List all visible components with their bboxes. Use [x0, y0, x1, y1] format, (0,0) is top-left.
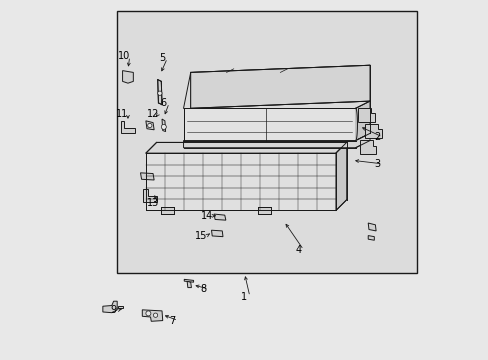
Polygon shape: [145, 121, 154, 130]
Text: 11: 11: [116, 109, 128, 119]
Polygon shape: [367, 235, 373, 240]
Circle shape: [147, 123, 152, 128]
Text: 9: 9: [110, 305, 117, 315]
Polygon shape: [142, 310, 163, 321]
Polygon shape: [211, 230, 223, 237]
Polygon shape: [122, 71, 133, 83]
Text: 1: 1: [241, 292, 247, 302]
Polygon shape: [183, 134, 369, 148]
Polygon shape: [365, 124, 381, 138]
Text: 4: 4: [295, 245, 301, 255]
Text: 8: 8: [200, 284, 206, 294]
Text: 7: 7: [169, 316, 176, 325]
Polygon shape: [158, 80, 162, 105]
Polygon shape: [184, 279, 193, 282]
Polygon shape: [359, 140, 376, 154]
Text: 10: 10: [118, 51, 130, 61]
Polygon shape: [214, 214, 225, 220]
Polygon shape: [355, 108, 357, 140]
Circle shape: [158, 91, 162, 95]
Circle shape: [145, 311, 151, 316]
Polygon shape: [187, 281, 191, 288]
Polygon shape: [118, 306, 122, 308]
Polygon shape: [145, 142, 346, 153]
Text: 3: 3: [373, 159, 380, 169]
Polygon shape: [145, 153, 335, 211]
Text: 6: 6: [161, 98, 166, 108]
Polygon shape: [357, 108, 374, 122]
Circle shape: [161, 125, 166, 130]
Polygon shape: [102, 301, 117, 313]
Text: 14: 14: [200, 211, 213, 221]
Polygon shape: [190, 65, 369, 108]
Circle shape: [153, 313, 158, 318]
Polygon shape: [190, 65, 369, 108]
Polygon shape: [161, 207, 174, 214]
Text: 12: 12: [146, 109, 159, 119]
Polygon shape: [367, 223, 375, 231]
Polygon shape: [162, 119, 165, 132]
Text: 15: 15: [195, 231, 207, 240]
Polygon shape: [140, 173, 154, 180]
Polygon shape: [143, 189, 156, 202]
Text: 2: 2: [373, 132, 380, 142]
Polygon shape: [355, 101, 369, 140]
Polygon shape: [121, 121, 135, 134]
Polygon shape: [335, 142, 346, 211]
Text: 5: 5: [159, 53, 165, 63]
Text: 13: 13: [146, 198, 159, 208]
Bar: [117, 12, 416, 273]
Polygon shape: [257, 207, 270, 214]
Polygon shape: [183, 108, 355, 140]
